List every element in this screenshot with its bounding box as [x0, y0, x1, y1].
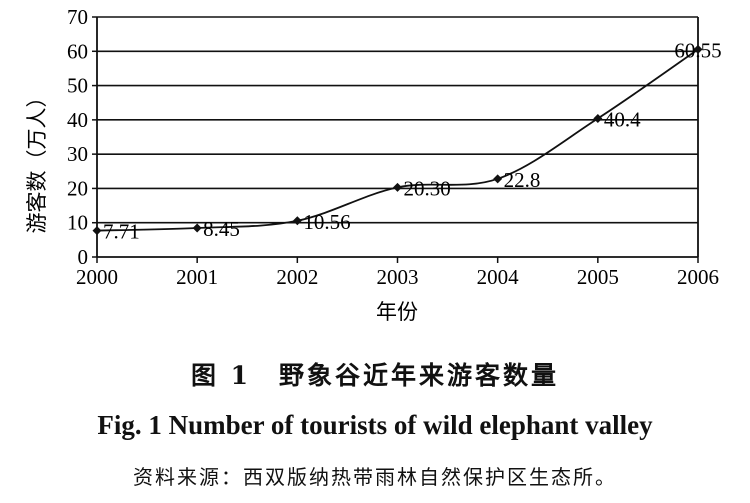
y-tick-labels: 0 10 20 30 40 50 60 70 — [67, 5, 88, 269]
data-point-marker — [292, 216, 302, 226]
x-tick-label: 2004 — [477, 265, 520, 289]
y-tick-label: 60 — [67, 39, 88, 63]
line-chart: 0 10 20 30 40 50 60 70 2000 2001 2002 2003 2004 2005… — [25, 5, 722, 324]
x-tick-label: 2003 — [377, 265, 419, 289]
grid-lines — [97, 16, 698, 224]
x-tick-label: 2005 — [577, 265, 619, 289]
data-label: 40.4 — [604, 107, 641, 131]
data-label: 22.8 — [504, 168, 541, 192]
axes — [92, 16, 699, 263]
x-tick-label: 2000 — [76, 265, 118, 289]
data-point-marker — [493, 174, 503, 184]
data-point-marker — [192, 223, 202, 233]
series — [92, 44, 703, 236]
figure-caption-chinese: 图 1 野象谷近年来游客数量 — [190, 361, 560, 390]
y-tick-label: 0 — [78, 245, 89, 269]
x-tick-labels: 2000 2001 2002 2003 2004 2005 2006 — [76, 265, 719, 289]
data-point-marker — [693, 44, 703, 54]
y-tick-label: 10 — [67, 211, 88, 235]
x-tick-label: 2002 — [276, 265, 318, 289]
data-point-marker — [393, 182, 402, 192]
x-tick-label: 2006 — [677, 265, 719, 289]
source-note: 资料来源：西双版纳热带雨林自然保护区生态所。 — [133, 465, 617, 489]
y-tick-label: 70 — [67, 5, 88, 29]
data-labels: 7.71 8.45 10.56 20.30 22.8 40.4 60.55 — [103, 38, 722, 243]
data-label: 10.56 — [303, 210, 350, 234]
y-axis-label: 游客数（万人） — [25, 87, 49, 234]
data-label: 20.30 — [404, 176, 451, 200]
series-line — [96, 48, 699, 232]
data-label: 60.55 — [674, 38, 721, 62]
x-axis-label: 年份 — [376, 300, 418, 324]
y-tick-label: 50 — [67, 74, 88, 98]
x-tick-label: 2001 — [176, 265, 218, 289]
y-tick-label: 40 — [67, 108, 88, 132]
data-point-marker — [92, 226, 102, 236]
y-tick-label: 20 — [67, 176, 88, 200]
data-label: 8.45 — [203, 217, 240, 241]
data-label: 7.71 — [103, 220, 140, 244]
data-point-marker — [593, 113, 603, 123]
figure-caption-english: Fig. 1 Number of tourists of wild elepha… — [97, 410, 653, 440]
y-tick-label: 30 — [67, 142, 88, 166]
